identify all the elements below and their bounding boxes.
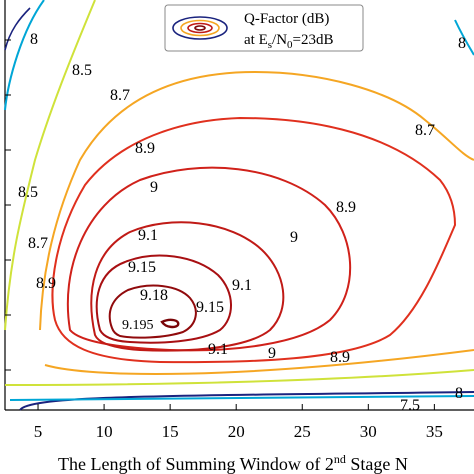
level-label-9-15-top: 9.15 [128,259,156,276]
level-label-8-9-right: 8.9 [336,199,356,216]
contour-9-1 [90,221,285,352]
legend: Q-Factor (dB) at Es/N0=23dB [164,4,364,52]
contour-7-5 [19,391,474,411]
x-tick-label: 5 [34,422,43,441]
contour-8-right [454,19,474,56]
level-label-8-left: 8 [30,31,38,48]
x-tick-label: 25 [294,422,311,441]
level-label-9-195: 9.195 [122,318,154,333]
contour-8-top [4,0,45,111]
level-label-8-right: 8 [455,385,463,402]
contour-7-5b [4,7,31,51]
level-label-9-15-right: 9.15 [196,299,224,316]
contour-8-7 [39,70,474,375]
level-label-9-18: 9.18 [140,287,168,304]
contour-lines [4,0,474,411]
x-tick-label: 35 [426,422,443,441]
contour-9-195 [160,318,180,329]
level-label-8-9-top: 8.9 [135,140,155,157]
level-label-9-right: 9 [290,229,298,246]
level-label-8-5-top: 8.5 [72,62,92,79]
level-label-8-5-left: 8.5 [18,184,38,201]
level-label-8-7-right: 8.7 [415,122,435,139]
x-tick-label: 30 [360,422,377,441]
level-label-9-top: 9 [150,179,158,196]
level-label-8-7-left: 8.7 [28,235,48,252]
legend-box [164,4,364,52]
x-tick-label: 15 [162,422,179,441]
level-label-7-5: 7.5 [400,397,420,414]
level-label-9-1-bottom: 9.1 [208,341,228,358]
level-label-9-1-right: 9.1 [232,277,252,294]
level-label-9-bottom: 9 [268,345,276,362]
contour-8-5 [4,0,474,386]
contour-8-bottom [9,395,474,401]
contour-level-labels: 7.5 8 8 8 8.5 8.5 8.7 8.7 8.7 8.9 8.9 8.… [18,31,466,414]
level-label-9-1-top: 9.1 [138,227,158,244]
legend-swatch-icon [172,16,228,40]
legend-line-2: at Es/N0=23dB [244,32,334,51]
level-label-8-topright: 8 [458,35,466,52]
level-label-8-9-bottom: 8.9 [330,349,350,366]
legend-line-1: Q-Factor (dB) [244,11,329,27]
x-tick-label: 10 [96,422,113,441]
contour-8-9 [51,116,457,364]
x-axis-title: The Length of Summing Window of 2nd Stag… [58,452,408,474]
x-axis-ticks: 5 10 15 20 25 30 35 [5,39,443,441]
contour-9-15 [95,254,232,344]
x-tick-label: 20 [228,422,245,441]
level-label-8-9-left: 8.9 [36,275,56,292]
level-label-8-7-top: 8.7 [110,87,130,104]
contour-9-18 [108,284,197,339]
